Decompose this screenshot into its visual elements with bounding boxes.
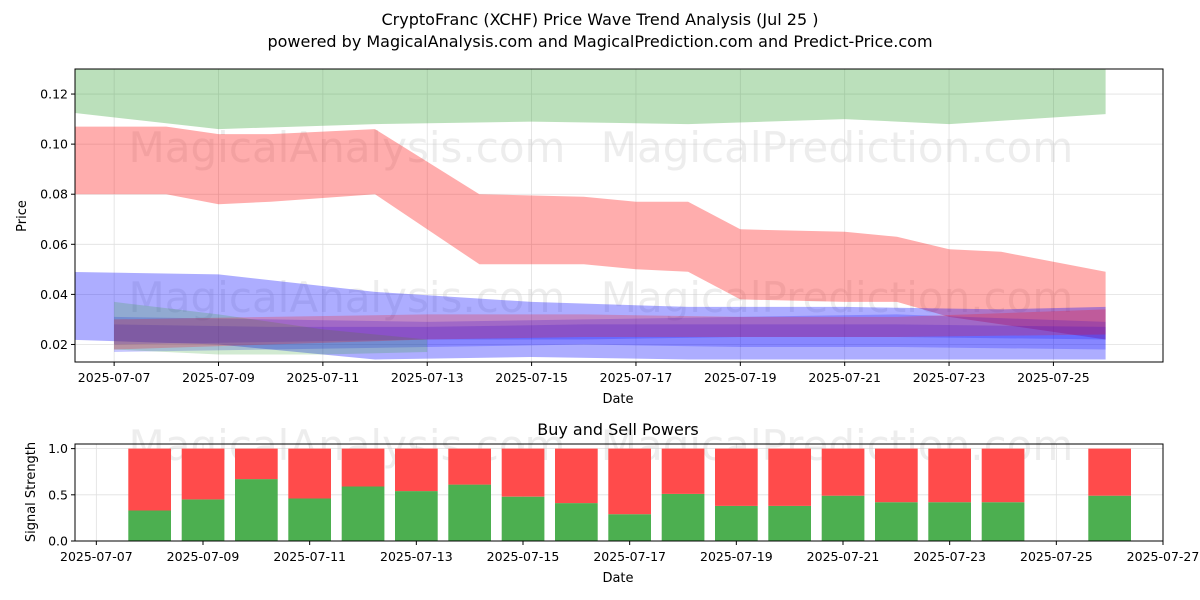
y-tick-label: 0.04 [40, 287, 68, 302]
sell-power-bar [448, 448, 491, 485]
sell-power-bar [555, 448, 598, 504]
watermark-text: MagicalPrediction.com [601, 273, 1074, 322]
sell-power-bar [928, 448, 971, 503]
buy-power-bar [501, 496, 545, 541]
sell-power-bar [715, 448, 758, 506]
y-tick-label: 0.02 [40, 337, 68, 352]
y-axis-label: Signal Strength [24, 442, 39, 542]
x-tick-label: 2025-07-21 [807, 549, 880, 564]
x-tick-label: 2025-07-15 [487, 549, 560, 564]
x-tick-label: 2025-07-07 [60, 549, 133, 564]
buy-power-bar [448, 484, 491, 541]
sell-power-bar [608, 448, 651, 515]
sell-power-bar [821, 448, 865, 496]
x-tick-label: 2025-07-15 [495, 370, 568, 385]
buy-power-bar [181, 499, 225, 541]
x-tick-label: 2025-07-23 [913, 370, 986, 385]
sell-power-bar [981, 448, 1025, 503]
price-band-blue [75, 272, 1106, 360]
sell-power-bar [395, 448, 438, 492]
price-band-chart: MagicalAnalysis.com MagicalPrediction.com… [15, 68, 1164, 407]
buy-sell-power-chart: MagicalAnalysis.com MagicalPrediction.com… [24, 420, 1199, 586]
price-band-red [75, 126, 1106, 340]
price-band-green [75, 69, 1106, 130]
buy-power-bar [981, 502, 1025, 541]
sell-power-bar [341, 448, 385, 487]
x-tick-label: 2025-07-25 [1017, 370, 1090, 385]
buy-power-bar [875, 502, 918, 541]
y-tick-label: 0.08 [40, 187, 68, 202]
x-tick-label: 2025-07-19 [704, 370, 777, 385]
x-tick-label: 2025-07-09 [182, 370, 255, 385]
watermark-text: MagicalAnalysis.com [129, 273, 566, 322]
x-tick-label: 2025-07-17 [600, 370, 673, 385]
sell-power-bar [501, 448, 545, 497]
sell-power-bar [768, 448, 811, 506]
sell-power-bar [661, 448, 705, 494]
sell-power-bar [181, 448, 225, 500]
x-tick-label: 2025-07-11 [273, 549, 346, 564]
subplot-title: Buy and Sell Powers [537, 420, 699, 439]
buy-power-bar [768, 505, 811, 541]
x-tick-label: 2025-07-21 [808, 370, 881, 385]
x-tick-label: 2025-07-19 [700, 549, 773, 564]
y-tick-label: 0.10 [40, 137, 68, 152]
price-band-green [114, 301, 428, 355]
sell-power-bar [875, 448, 918, 503]
sell-power-bar [128, 448, 171, 511]
x-tick-label: 2025-07-07 [78, 370, 151, 385]
buy-power-bar [661, 493, 705, 541]
x-axis-label: Date [602, 571, 633, 586]
plot-frame [74, 443, 1164, 542]
buy-power-bar [341, 486, 385, 541]
x-tick-label: 2025-07-25 [1020, 549, 1093, 564]
buy-power-bar [555, 503, 598, 541]
price-band-blue [114, 324, 1106, 345]
buy-power-bar [288, 498, 331, 541]
x-tick-label: 2025-07-23 [913, 549, 986, 564]
chart-title: CryptoFranc (XCHF) Price Wave Trend Anal… [382, 10, 819, 29]
sell-power-bar [235, 448, 278, 480]
price-band-red [114, 309, 1106, 350]
price-band-blue [114, 314, 1106, 352]
sell-power-bar [1088, 448, 1131, 496]
chart-subtitle: powered by MagicalAnalysis.com and Magic… [267, 32, 932, 51]
buy-power-bar [821, 495, 865, 541]
watermark-text: MagicalAnalysis.com [129, 123, 566, 172]
x-tick-label: 2025-07-17 [593, 549, 666, 564]
x-tick-label: 2025-07-13 [380, 549, 453, 564]
buy-power-bar [608, 514, 651, 541]
y-tick-label: 0.06 [40, 237, 68, 252]
buy-power-bar [395, 491, 438, 541]
watermark-text: MagicalPrediction.com [601, 123, 1074, 172]
x-tick-label: 2025-07-27 [1127, 549, 1200, 564]
plot-frame [74, 68, 1164, 363]
x-tick-label: 2025-07-11 [287, 370, 360, 385]
x-axis-label: Date [602, 392, 633, 407]
buy-power-bar [715, 505, 758, 541]
x-tick-label: 2025-07-09 [167, 549, 240, 564]
buy-power-bar [928, 502, 971, 541]
buy-power-bar [235, 479, 278, 541]
buy-power-bar [1088, 495, 1131, 541]
y-tick-label: 0.5 [48, 487, 68, 502]
buy-power-bar [128, 510, 171, 541]
y-tick-label: 1.0 [48, 441, 68, 456]
y-tick-label: 0.12 [40, 87, 68, 102]
band-layer [75, 69, 1106, 360]
y-axis-label: Price [15, 200, 30, 232]
y-tick-label: 0.0 [48, 534, 68, 549]
x-tick-label: 2025-07-13 [391, 370, 464, 385]
sell-power-bar [288, 448, 331, 499]
